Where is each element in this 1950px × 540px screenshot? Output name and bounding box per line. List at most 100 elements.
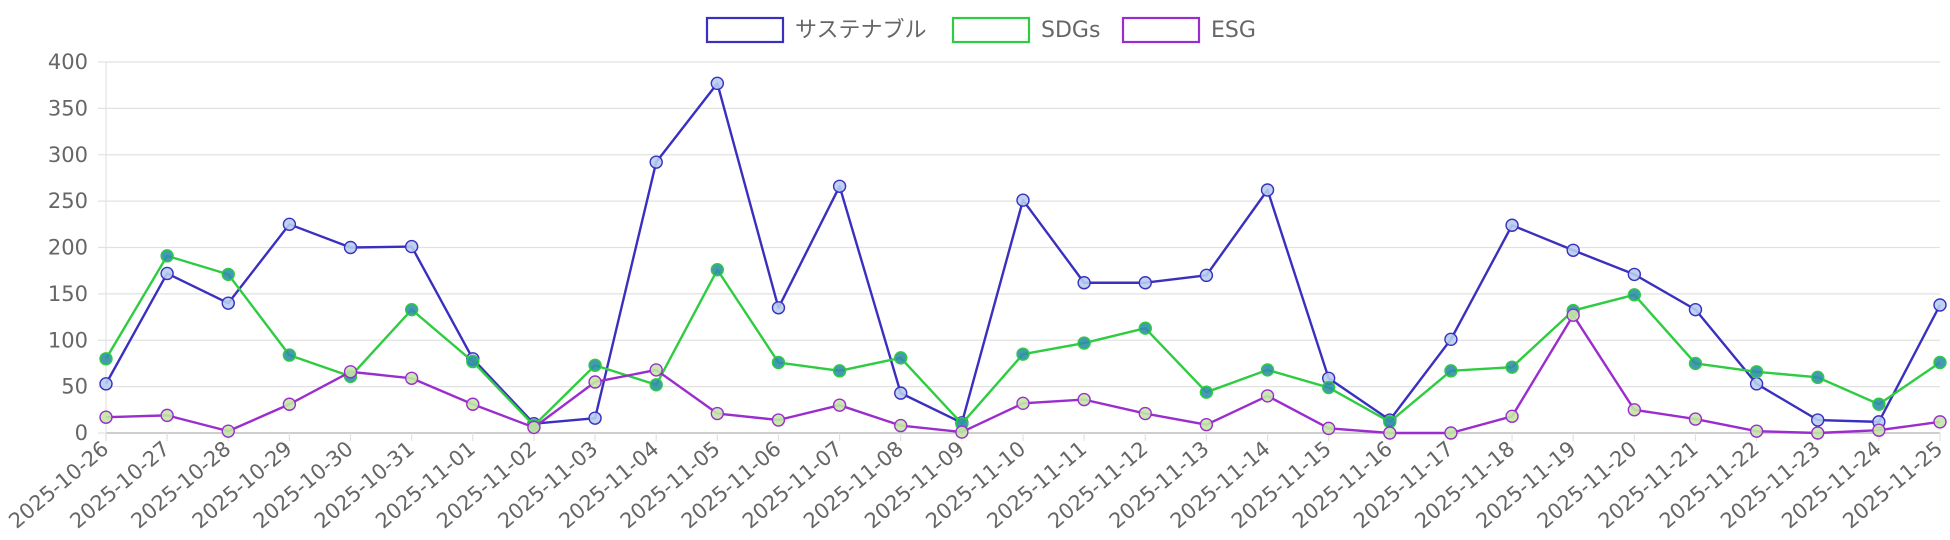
data-point[interactable]	[1811, 413, 1825, 427]
data-point[interactable]	[1566, 243, 1580, 257]
data-point[interactable]	[1077, 336, 1091, 350]
data-point[interactable]	[1505, 360, 1519, 374]
data-point[interactable]	[466, 397, 480, 411]
data-point[interactable]	[1260, 363, 1275, 377]
data-point[interactable]	[404, 371, 419, 385]
y-tick-label: 300	[48, 143, 88, 167]
data-point[interactable]	[1444, 332, 1458, 347]
data-point[interactable]	[1933, 355, 1947, 370]
data-point[interactable]	[832, 398, 847, 412]
data-point[interactable]	[343, 365, 358, 379]
data-point[interactable]	[588, 358, 602, 372]
data-point[interactable]	[1749, 377, 1764, 391]
data-point[interactable]	[160, 266, 174, 281]
data-point[interactable]	[1199, 268, 1214, 283]
data-point[interactable]	[282, 217, 297, 232]
data-point[interactable]	[160, 408, 174, 423]
data-point[interactable]	[221, 296, 235, 310]
data-point[interactable]	[1627, 267, 1642, 282]
data-point[interactable]	[894, 418, 908, 433]
data-point[interactable]	[710, 76, 725, 91]
data-point[interactable]	[99, 377, 113, 391]
legend-swatch	[1121, 16, 1201, 44]
data-point[interactable]	[588, 411, 602, 425]
data-point[interactable]	[1016, 193, 1030, 207]
data-point[interactable]	[649, 363, 663, 377]
data-point[interactable]	[771, 355, 786, 370]
data-point[interactable]	[1383, 415, 1397, 429]
legend-label: ESG	[1211, 18, 1256, 43]
data-point[interactable]	[1688, 302, 1703, 317]
data-point[interactable]	[832, 179, 847, 193]
legend-item-1[interactable]: SDGs	[951, 16, 1100, 44]
data-point[interactable]	[649, 378, 663, 392]
data-point[interactable]	[1872, 397, 1886, 411]
data-point[interactable]	[1138, 321, 1152, 335]
y-tick-label: 400	[48, 50, 88, 74]
data-point[interactable]	[404, 239, 419, 254]
y-tick-label: 0	[75, 421, 88, 445]
series-line	[105, 314, 1941, 435]
data-point[interactable]	[282, 348, 297, 362]
data-point[interactable]	[1627, 288, 1642, 302]
data-point[interactable]	[1260, 183, 1275, 197]
data-point[interactable]	[99, 410, 113, 424]
data-point[interactable]	[955, 425, 969, 439]
data-point[interactable]	[1199, 417, 1214, 432]
data-point[interactable]	[1933, 298, 1947, 312]
data-point[interactable]	[1811, 426, 1825, 440]
data-point[interactable]	[1321, 421, 1336, 436]
data-point[interactable]	[894, 386, 908, 400]
data-point[interactable]	[1077, 392, 1091, 407]
data-point[interactable]	[771, 413, 786, 427]
y-tick-label: 200	[48, 236, 88, 260]
grid-lines	[98, 61, 1940, 441]
data-point[interactable]	[221, 424, 235, 438]
data-point[interactable]	[1199, 385, 1214, 399]
data-point[interactable]	[1321, 380, 1336, 395]
legend-swatch	[951, 16, 1031, 44]
data-point[interactable]	[1016, 347, 1030, 361]
data-point[interactable]	[527, 420, 541, 435]
x-axis: 2025-10-262025-10-272025-10-282025-10-29…	[4, 433, 1947, 533]
data-point[interactable]	[710, 406, 725, 421]
legend-item-0[interactable]: サステナブル	[705, 16, 927, 44]
data-point[interactable]	[282, 397, 297, 411]
data-point[interactable]	[1444, 364, 1458, 378]
data-point[interactable]	[221, 267, 235, 282]
data-point[interactable]	[343, 240, 358, 255]
data-point[interactable]	[832, 364, 847, 378]
data-point[interactable]	[1505, 218, 1519, 232]
data-point[interactable]	[710, 263, 725, 277]
data-point[interactable]	[404, 302, 419, 317]
data-point[interactable]	[1872, 423, 1886, 437]
legend[interactable]: サステナブル SDGs ESG	[705, 16, 1256, 44]
y-tick-label: 50	[61, 375, 88, 399]
data-point[interactable]	[1749, 365, 1764, 379]
data-point[interactable]	[588, 375, 602, 389]
data-point[interactable]	[771, 301, 786, 315]
data-point[interactable]	[1077, 276, 1091, 290]
data-point[interactable]	[1138, 276, 1152, 290]
data-point[interactable]	[1383, 426, 1397, 440]
data-point[interactable]	[1138, 406, 1152, 421]
data-point[interactable]	[1566, 308, 1580, 322]
data-point[interactable]	[160, 249, 174, 263]
data-point[interactable]	[1444, 426, 1458, 440]
data-point[interactable]	[1749, 424, 1764, 438]
y-tick-label: 150	[48, 282, 88, 306]
data-point[interactable]	[1260, 389, 1275, 403]
data-point[interactable]	[894, 351, 908, 365]
data-point[interactable]	[466, 354, 480, 369]
legend-item-2[interactable]: ESG	[1121, 16, 1256, 44]
data-point[interactable]	[1016, 396, 1030, 411]
data-point[interactable]	[99, 352, 113, 366]
data-point[interactable]	[1811, 370, 1825, 385]
data-point[interactable]	[649, 155, 663, 169]
data-point[interactable]	[1688, 356, 1703, 371]
data-point[interactable]	[1505, 409, 1519, 424]
data-point[interactable]	[1627, 403, 1642, 417]
data-point[interactable]	[1933, 415, 1947, 429]
data-point[interactable]	[1688, 412, 1703, 426]
